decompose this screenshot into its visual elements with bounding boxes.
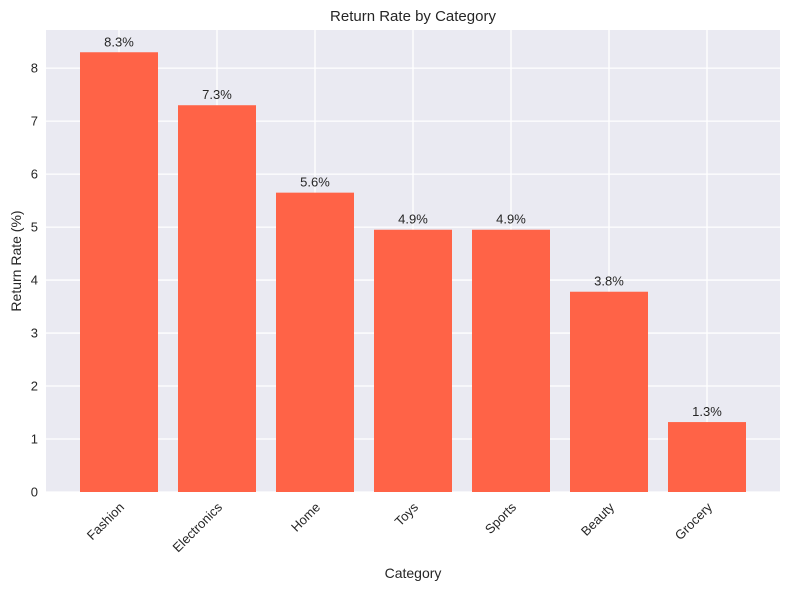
- bar-electronics: [178, 105, 256, 492]
- bar-value-label: 8.3%: [104, 34, 134, 49]
- bar-value-label: 7.3%: [202, 87, 232, 102]
- bar-sports: [472, 229, 550, 492]
- y-tick-label: 7: [31, 114, 38, 129]
- x-axis-label: Category: [385, 565, 442, 581]
- bar-value-label: 4.9%: [496, 212, 526, 227]
- y-tick-label: 3: [31, 326, 38, 341]
- bar-value-label: 4.9%: [398, 212, 428, 227]
- y-axis-label: Return Rate (%): [8, 210, 24, 311]
- bar-grocery: [668, 422, 746, 492]
- bar-home: [276, 192, 354, 492]
- y-tick-label: 1: [31, 432, 38, 447]
- bar-toys: [374, 229, 452, 492]
- bar-value-label: 3.8%: [594, 274, 624, 289]
- y-tick-label: 5: [31, 220, 38, 235]
- y-tick-label: 6: [31, 167, 38, 182]
- bar-value-label: 5.6%: [300, 175, 330, 190]
- bar-value-labels: 8.3% 7.3% 5.6% 4.9% 4.9% 3.8% 1.3%: [104, 34, 722, 419]
- chart-title: Return Rate by Category: [330, 8, 496, 25]
- y-tick-label: 4: [31, 273, 38, 288]
- bar-beauty: [570, 291, 648, 492]
- y-tick-label: 0: [31, 485, 38, 500]
- y-tick-labels: 0 1 2 3 4 5 6 7 8: [31, 61, 38, 500]
- bar-value-label: 1.3%: [692, 404, 722, 419]
- bar-fashion: [80, 52, 158, 493]
- y-tick-label: 2: [31, 379, 38, 394]
- y-tick-label: 8: [31, 61, 38, 76]
- bars: [80, 52, 746, 493]
